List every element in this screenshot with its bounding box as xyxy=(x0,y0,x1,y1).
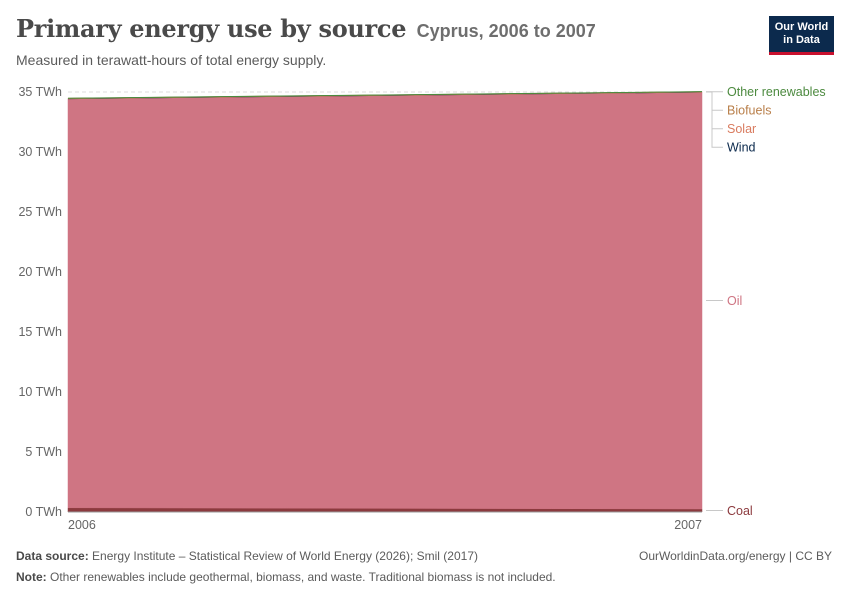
legend-label-solar: Solar xyxy=(727,122,756,136)
source-text[interactable]: Energy Institute – Statistical Review of… xyxy=(92,549,478,563)
logo-line-2: in Data xyxy=(783,34,820,46)
y-tick-label-0: 0 TWh xyxy=(25,505,62,519)
y-tick-label-7: 35 TWh xyxy=(18,85,62,99)
source-label: Data source: xyxy=(16,549,89,563)
legend-label-biofuels: Biofuels xyxy=(727,104,771,118)
footer-note: Note: Other renewables include geotherma… xyxy=(16,570,556,584)
owid-logo[interactable]: Our World in Data xyxy=(769,16,834,55)
footer-source: Data source: Energy Institute – Statisti… xyxy=(16,549,478,563)
legend-label-wind: Wind xyxy=(727,141,756,155)
legend-label-other-renewables: Other renewables xyxy=(727,85,826,99)
legend-connector-biofuels xyxy=(706,91,723,111)
area-line-other-renewables xyxy=(67,91,703,99)
y-tick-label-2: 10 TWh xyxy=(18,385,62,399)
chart-title: Primary energy use by source xyxy=(16,14,407,43)
legend-label-oil: Oil xyxy=(727,294,742,308)
chart-title-entity-range: Cyprus, 2006 to 2007 xyxy=(416,21,596,41)
y-tick-label-4: 20 TWh xyxy=(18,265,62,279)
x-tick-label-1: 2007 xyxy=(674,518,702,532)
y-tick-label-6: 30 TWh xyxy=(18,145,62,159)
y-tick-label-1: 5 TWh xyxy=(25,445,62,459)
logo-line-1: Our World xyxy=(774,21,829,33)
note-label: Note: xyxy=(16,570,47,584)
footer-attribution[interactable]: OurWorldinData.org/energy | CC BY xyxy=(639,549,832,563)
chart-title-row: Primary energy use by source Cyprus, 200… xyxy=(16,14,756,43)
y-tick-label-5: 25 TWh xyxy=(18,205,62,219)
legend-label-coal: Coal xyxy=(727,504,753,518)
legend-connector-wind xyxy=(706,91,723,148)
x-tick-label-0: 2006 xyxy=(68,518,96,532)
area-oil xyxy=(67,91,703,510)
chart-subtitle: Measured in terawatt-hours of total ener… xyxy=(16,52,327,68)
note-text: Other renewables include geothermal, bio… xyxy=(50,570,556,584)
y-tick-label-3: 15 TWh xyxy=(18,325,62,339)
